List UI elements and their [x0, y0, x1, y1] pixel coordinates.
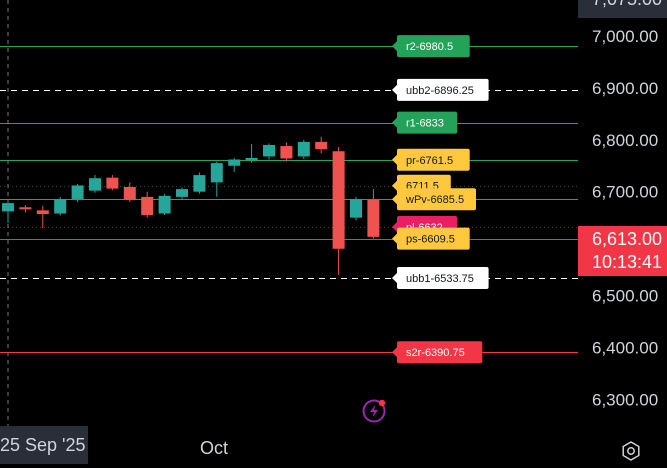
- candle: [263, 143, 275, 160]
- price-tick: 6,400.00: [592, 338, 658, 357]
- svg-text:wPv-6685.5: wPv-6685.5: [405, 194, 464, 206]
- candle: [350, 196, 362, 221]
- svg-text:ubb2-6896.25: ubb2-6896.25: [406, 85, 474, 97]
- level-label-s2r: s2r-6390.75: [392, 341, 483, 364]
- level-lines: [0, 46, 578, 353]
- candle: [367, 189, 380, 239]
- price-tick: 6,700.00: [592, 183, 658, 202]
- top-price-label: 7,075.00: [578, 0, 667, 18]
- current-price-badge: 6,613.00 10:13:41: [578, 226, 667, 276]
- level-label-ubb2: ubb2-6896.25: [392, 78, 489, 101]
- svg-text:ps-6609.5: ps-6609.5: [406, 234, 455, 246]
- svg-text:r1-6833: r1-6833: [406, 118, 444, 130]
- candle: [123, 182, 136, 203]
- current-price-value: 6,613.00: [592, 229, 663, 249]
- candle: [89, 175, 101, 193]
- price-tick: 6,800.00: [592, 131, 658, 150]
- candle: [54, 196, 67, 216]
- candle: [106, 175, 119, 191]
- candle: [19, 205, 32, 213]
- lightning-icon[interactable]: [360, 397, 388, 425]
- time-axis-label-oct: Oct: [200, 438, 229, 458]
- price-tick: 6,900.00: [592, 79, 658, 98]
- price-tick: 6,300.00: [592, 390, 658, 409]
- candle: [158, 193, 171, 216]
- level-label-pr: pr-6761.5: [392, 148, 470, 171]
- svg-text:s2r-6390.75: s2r-6390.75: [406, 347, 465, 359]
- bar-countdown: 10:13:41: [592, 252, 663, 272]
- price-tick: 7,000.00: [592, 27, 658, 46]
- candle: [210, 161, 223, 197]
- level-label-ubb1: ubb1-6533.75: [392, 266, 489, 289]
- level-label-wPv: wPv-6685.5: [392, 188, 476, 211]
- level-label-r1: r1-6833: [392, 111, 458, 134]
- candle: [228, 157, 241, 172]
- time-cursor-label: 25 Sep '25: [0, 426, 88, 464]
- svg-text:ubb1-6533.75: ubb1-6533.75: [406, 273, 474, 285]
- candle: [36, 205, 49, 229]
- candle: [280, 142, 293, 162]
- level-label-r2: r2-6980.5: [392, 35, 470, 58]
- candle: [245, 143, 258, 163]
- candle: [71, 183, 84, 203]
- candlesticks: [2, 0, 380, 426]
- candle: [193, 172, 206, 194]
- svg-text:pr-6761.5: pr-6761.5: [406, 155, 453, 167]
- level-labels: pl-66326711.5r2-6980.5ubb2-6896.25r1-683…: [392, 35, 489, 364]
- candle: [332, 147, 345, 275]
- price-axis[interactable]: 7,000.00 6,900.00 6,800.00 6,700.00 6,500.00…: [592, 27, 658, 409]
- price-tick: 6,500.00: [592, 287, 658, 306]
- candle: [315, 136, 328, 154]
- level-label-ps: ps-6609.5: [392, 227, 470, 250]
- candle: [297, 139, 310, 160]
- candle: [176, 187, 188, 200]
- candle: [2, 202, 14, 223]
- candle: [141, 191, 154, 218]
- gear-icon[interactable]: [620, 440, 642, 462]
- svg-text:r2-6980.5: r2-6980.5: [406, 41, 453, 53]
